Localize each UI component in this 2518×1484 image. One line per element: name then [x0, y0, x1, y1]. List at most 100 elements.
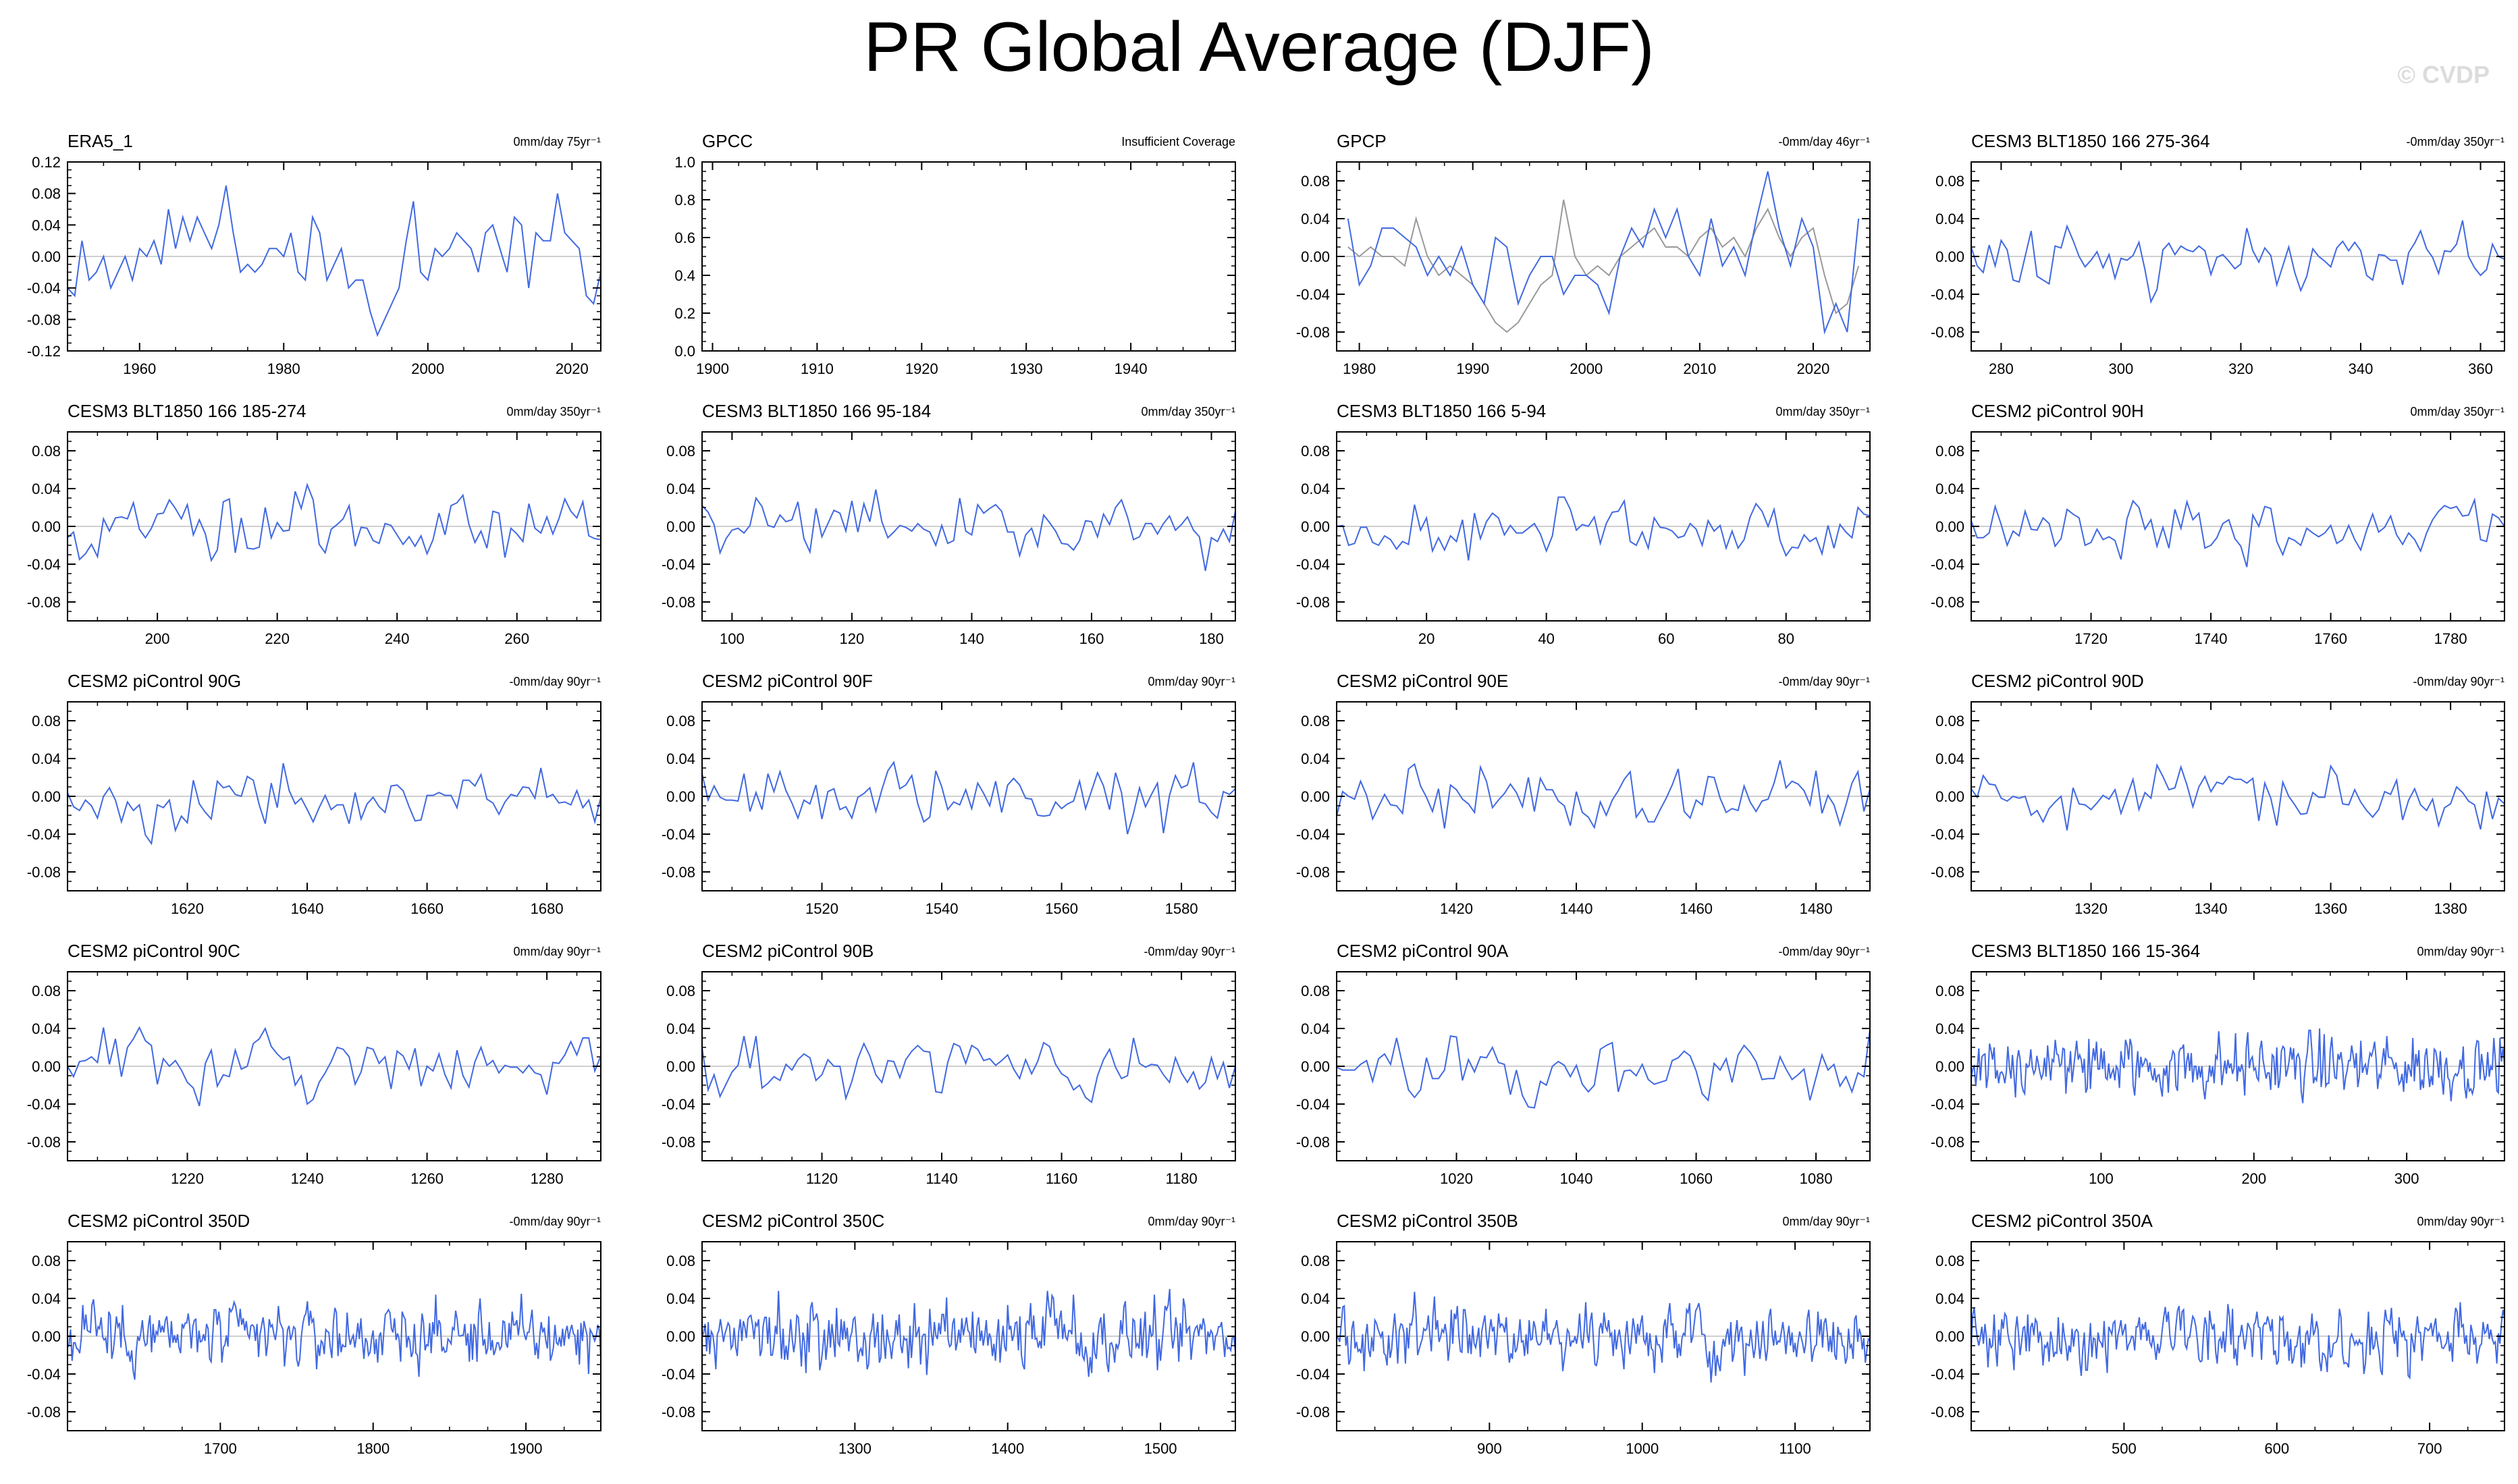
x-tick-label: 320 [2228, 360, 2253, 377]
y-tick-label: 0.08 [666, 1253, 695, 1269]
panel-title: CESM3 BLT1850 166 15-364 [1971, 941, 2200, 961]
x-tick-label: 1360 [2314, 900, 2347, 917]
x-tick-label: 1240 [291, 1170, 324, 1187]
y-tick-label: 0.00 [32, 248, 61, 265]
panel-title: CESM2 piControl 350C [702, 1211, 884, 1231]
panel-title: CESM2 piControl 90A [1337, 941, 1509, 961]
panel-annotation: 0mm/day 75yr⁻¹ [513, 135, 601, 148]
series-line [1336, 496, 1871, 561]
x-tick-label: 1520 [805, 900, 838, 917]
chart-panel: CESM2 piControl 90C 0mm/day 90yr⁻¹ -0.08 -0… [27, 941, 601, 1187]
chart-panel: GPCC Insufficient Coverage 0.0 0.2 0.4 0.6 0.8… [674, 131, 1236, 377]
chart-panel: CESM3 BLT1850 166 15-364 0mm/day 90yr⁻¹ -0… [1931, 941, 2505, 1187]
x-tick-label: 2020 [556, 360, 589, 377]
x-tick-label: 1320 [2074, 900, 2108, 917]
y-tick-label: 0.00 [666, 788, 695, 805]
y-tick-label: 0.00 [1301, 518, 1330, 535]
panel-annotation: 0mm/day 90yr⁻¹ [2417, 1215, 2504, 1228]
chart-panel: CESM2 piControl 90B -0mm/day 90yr⁻¹ -0.08 -… [662, 941, 1236, 1187]
x-tick-label: 1060 [1680, 1170, 1713, 1187]
series-line [1971, 1302, 2505, 1380]
y-tick-label: 0.04 [1301, 750, 1330, 767]
y-tick-label: 0.08 [32, 443, 61, 460]
series-line [1336, 1029, 1871, 1109]
chart-panel: CESM2 piControl 90A -0mm/day 90yr⁻¹ -0.08 -… [1296, 941, 1871, 1187]
x-tick-label: 2000 [1570, 360, 1603, 377]
panel-title: GPCP [1337, 131, 1387, 151]
x-tick-label: 340 [2349, 360, 2374, 377]
y-tick-label: -0.08 [1296, 1134, 1330, 1151]
y-tick-label: -0.04 [1931, 556, 1964, 573]
y-tick-label: -0.08 [662, 1404, 695, 1421]
x-tick-label: 200 [2241, 1170, 2266, 1187]
x-tick-label: 1260 [410, 1170, 444, 1187]
x-tick-label: 1560 [1045, 900, 1078, 917]
x-tick-label: 1780 [2434, 630, 2467, 647]
y-tick-label: 0.00 [1935, 1328, 1964, 1345]
y-tick-label: 0.00 [666, 518, 695, 535]
y-tick-label: -0.04 [27, 1366, 61, 1383]
panel-title: CESM3 BLT1850 166 95-184 [702, 401, 931, 421]
y-tick-label: 0.00 [666, 1328, 695, 1345]
y-tick-label: 0.08 [666, 443, 695, 460]
y-tick-label: -0.04 [662, 556, 695, 573]
y-tick-label: 0.00 [1301, 788, 1330, 805]
y-tick-label: 0.04 [1301, 480, 1330, 497]
y-tick-label: 0.00 [32, 1058, 61, 1075]
page-title: PR Global Average (DJF) [863, 8, 1655, 86]
x-tick-label: 1040 [1560, 1170, 1593, 1187]
panel-annotation: -0mm/day 46yr⁻¹ [1778, 135, 1870, 148]
y-tick-label: -0.04 [1296, 556, 1330, 573]
y-tick-label: 0.04 [666, 480, 695, 497]
y-tick-label: 0.00 [1301, 1328, 1330, 1345]
x-tick-label: 260 [504, 630, 529, 647]
y-tick-label: 0.00 [1935, 518, 1964, 535]
panel-annotation: 0mm/day 350yr⁻¹ [1141, 405, 1235, 418]
x-tick-label: 2010 [1683, 360, 1716, 377]
x-tick-label: 60 [1658, 630, 1674, 647]
x-tick-label: 1660 [410, 900, 444, 917]
y-tick-label: -0.08 [1296, 1404, 1330, 1421]
y-tick-label: 0.04 [666, 1020, 695, 1037]
y-tick-label: -0.08 [1296, 864, 1330, 881]
y-tick-label: -0.08 [1296, 594, 1330, 611]
panel-annotation: Insufficient Coverage [1121, 135, 1235, 148]
y-tick-label: -0.08 [1931, 594, 1964, 611]
x-tick-label: 180 [1199, 630, 1224, 647]
y-tick-label: 0.04 [32, 480, 61, 497]
x-tick-label: 20 [1418, 630, 1435, 647]
x-tick-label: 280 [1989, 360, 2014, 377]
series-line [1347, 171, 1860, 335]
panel-title: CESM2 piControl 350A [1971, 1211, 2153, 1231]
y-tick-label: -0.08 [1296, 324, 1330, 341]
x-tick-label: 2000 [411, 360, 444, 377]
panel-annotation: 0mm/day 90yr⁻¹ [2417, 945, 2504, 958]
x-tick-label: 1930 [1010, 360, 1043, 377]
y-tick-label: 0.08 [1301, 173, 1330, 190]
x-tick-label: 900 [1477, 1440, 1502, 1457]
y-tick-label: 0.08 [666, 983, 695, 999]
series-line [1971, 763, 2505, 831]
x-tick-label: 1980 [1343, 360, 1376, 377]
y-tick-label: -0.04 [1931, 1366, 1964, 1383]
panel-annotation: -0mm/day 90yr⁻¹ [2413, 675, 2504, 688]
y-tick-label: 0.08 [1935, 983, 1964, 999]
y-tick-label: 0.04 [1301, 1290, 1330, 1307]
x-tick-label: 1910 [801, 360, 834, 377]
x-tick-label: 1620 [171, 900, 204, 917]
x-tick-label: 200 [145, 630, 170, 647]
y-tick-label: 0.04 [1301, 211, 1330, 227]
y-tick-label: 0.04 [666, 1290, 695, 1307]
y-tick-label: 0.00 [1301, 248, 1330, 265]
y-tick-label: 0.08 [32, 186, 61, 202]
y-tick-label: 0.00 [32, 788, 61, 805]
x-tick-label: 1440 [1560, 900, 1593, 917]
x-tick-label: 360 [2468, 360, 2493, 377]
y-tick-label: 0.0 [674, 343, 695, 360]
panel-title: CESM2 piControl 350D [68, 1211, 250, 1231]
x-tick-label: 1680 [531, 900, 564, 917]
x-tick-label: 1540 [926, 900, 959, 917]
y-tick-label: -0.08 [1931, 864, 1964, 881]
series-line [701, 1036, 1236, 1103]
